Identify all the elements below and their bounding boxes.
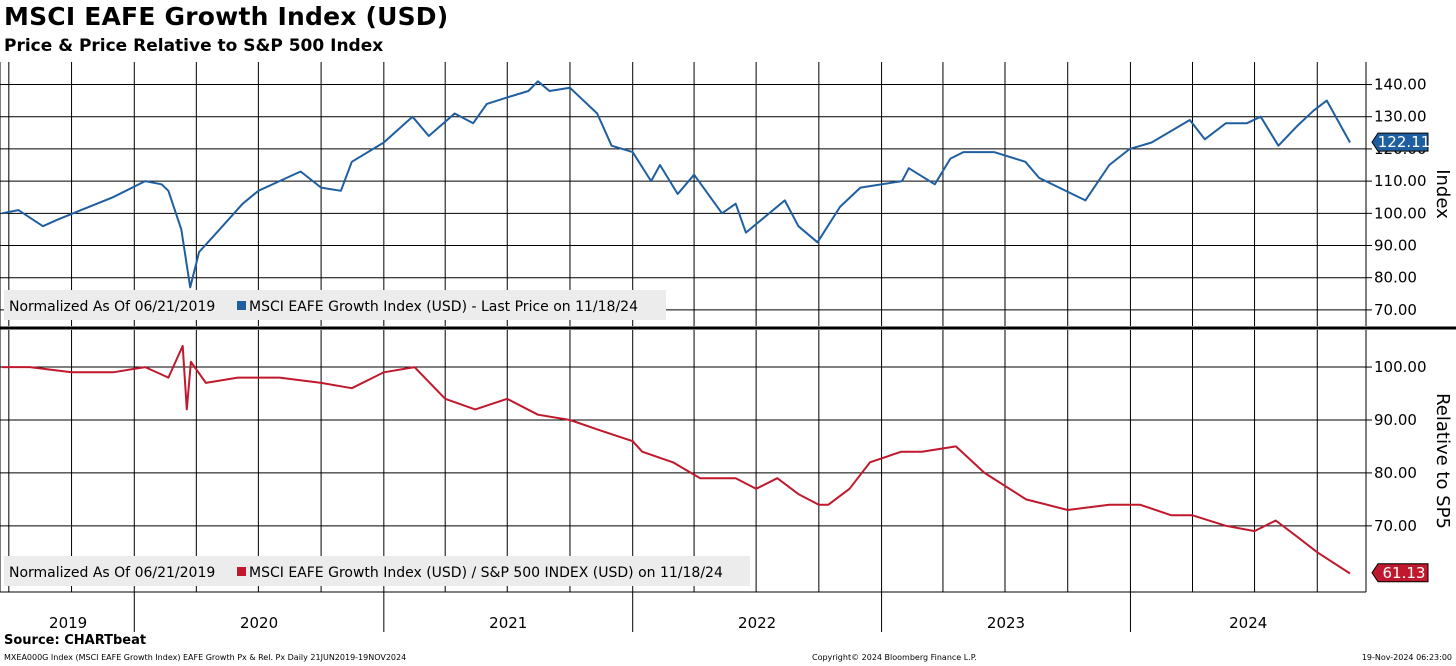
last-value-tag — [1371, 563, 1429, 583]
y-tick-label: 100.00 — [1374, 204, 1427, 222]
year-label: 2020 — [240, 614, 278, 632]
legend-series-text: MSCI EAFE Growth Index (USD) - Last Pric… — [249, 299, 638, 315]
footer-timestamp: 19-Nov-2024 06:23:00 — [1361, 653, 1452, 662]
year-label: 2021 — [489, 614, 527, 632]
legend-swatch — [237, 567, 246, 576]
y-tick-label: 80.00 — [1374, 464, 1417, 482]
y-tick-label: 80.00 — [1374, 269, 1417, 287]
y-tick-label: 70.00 — [1374, 517, 1417, 535]
y-axis-title: Index — [1432, 169, 1453, 219]
legend-normalized-text: Normalized As Of 06/21/2019 — [9, 299, 215, 315]
footer-copyright: Copyright© 2024 Bloomberg Finance L.P. — [812, 653, 977, 662]
year-label: 2022 — [738, 614, 776, 632]
y-tick-label: 90.00 — [1374, 411, 1417, 429]
relative-series-line — [2, 344, 1351, 575]
price-panel: 140.00130.00120.00110.00100.0090.0080.00… — [0, 62, 1453, 326]
x-axis: 2019 2020 2021 2022 2023 2024 — [0, 591, 1366, 632]
year-label: 2023 — [987, 614, 1025, 632]
y-tick-label: 110.00 — [1374, 172, 1427, 190]
chart-subtitle: Price & Price Relative to S&P 500 Index — [4, 36, 384, 56]
y-tick-label: 130.00 — [1374, 108, 1427, 126]
source-label: Source: CHARTbeat — [4, 633, 147, 648]
year-label: 2024 — [1229, 614, 1267, 632]
relative-panel: 100.00 90.00 80.00 70.00 Relative to SP5 61.1… — [0, 330, 1453, 592]
footer-description: MXEA000G Index (MSCI EAFE Growth Index) … — [4, 653, 407, 662]
legend-normalized-text: Normalized As Of 06/21/2019 — [9, 565, 215, 581]
last-value-label: 61.13 — [1383, 564, 1426, 582]
legend-box — [4, 556, 750, 586]
year-label: 2019 — [49, 614, 87, 632]
y-tick-label: 70.00 — [1374, 301, 1417, 319]
last-value-label: 122.11 — [1378, 133, 1431, 151]
legend-swatch — [237, 301, 246, 310]
legend-series-text: MSCI EAFE Growth Index (USD) / S&P 500 I… — [249, 565, 723, 581]
y-tick-label: 140.00 — [1374, 76, 1427, 94]
y-axis-title: Relative to SP5 — [1432, 393, 1453, 529]
y-tick-label: 100.00 — [1374, 358, 1427, 376]
legend-box — [4, 290, 666, 320]
y-tick-label: 90.00 — [1374, 237, 1417, 255]
last-value-tag — [1371, 132, 1429, 152]
price-series-line — [1, 80, 1351, 289]
chart-title: MSCI EAFE Growth Index (USD) — [4, 2, 449, 31]
